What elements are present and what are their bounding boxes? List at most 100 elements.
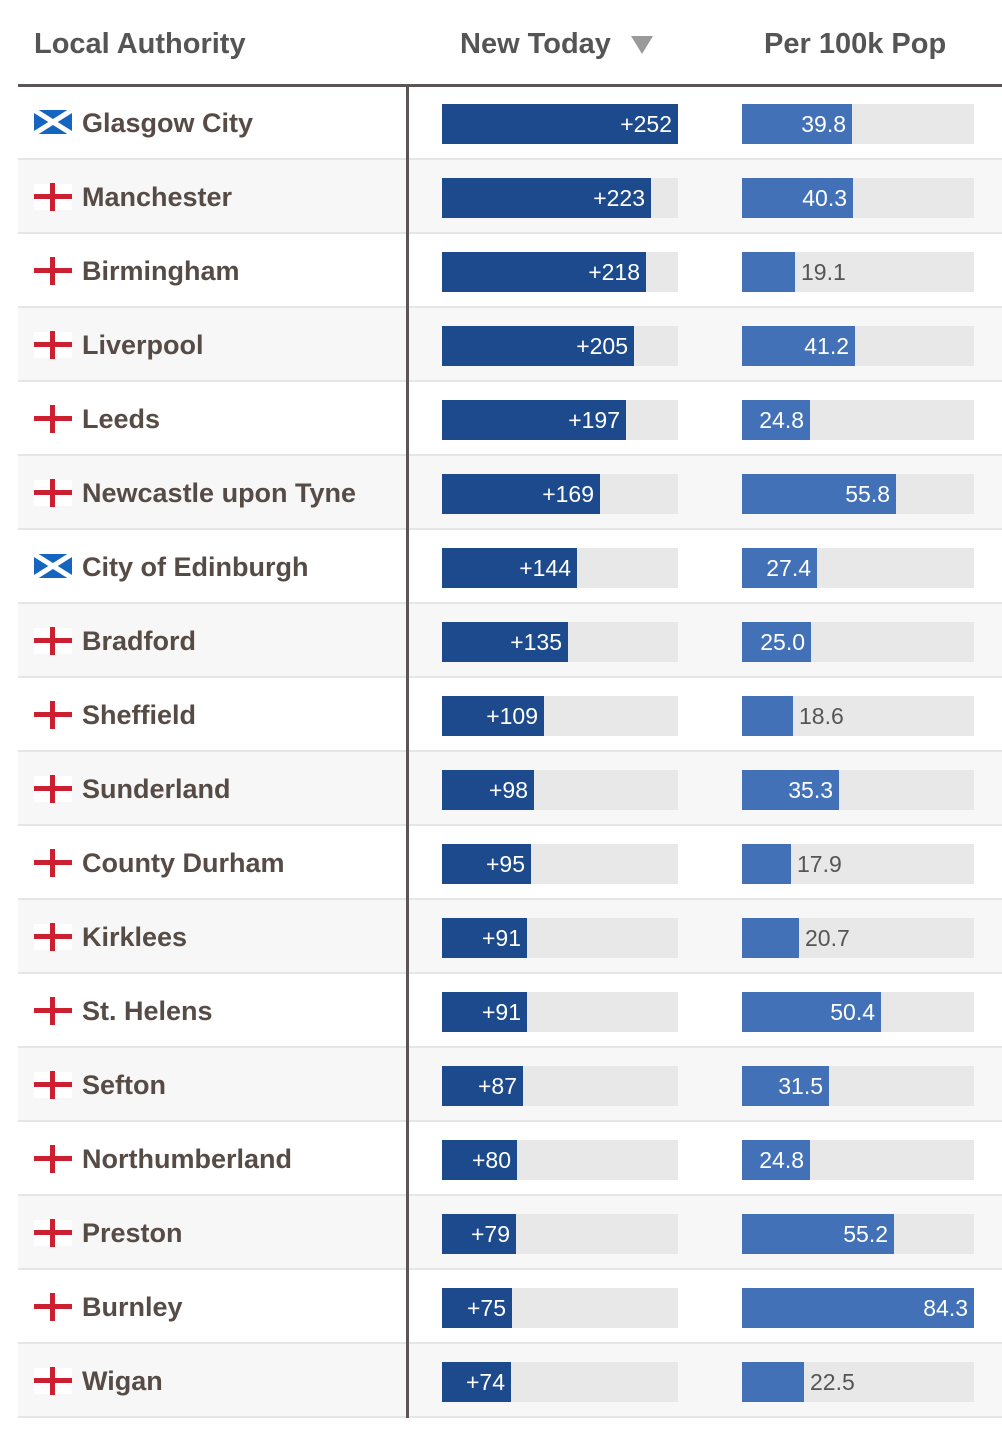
per-100k-value: 24.8 xyxy=(759,1147,804,1173)
table-row: Liverpool +205 41.2 xyxy=(0,308,1002,382)
authority-name: Glasgow City xyxy=(82,108,254,138)
row-divider xyxy=(18,158,1002,160)
per-100k-value: 39.8 xyxy=(801,111,846,137)
row-divider xyxy=(18,232,1002,234)
row-gutter xyxy=(0,678,18,752)
per-100k-track: 40.3 xyxy=(742,178,974,218)
row-divider xyxy=(18,1416,1002,1418)
per-100k-value: 50.4 xyxy=(830,999,875,1025)
per-100k-track: 50.4 xyxy=(742,992,974,1032)
new-today-track: +218 xyxy=(442,252,678,292)
authority-name: Sunderland xyxy=(82,774,231,804)
column-header-local-authority[interactable]: Local Authority xyxy=(34,28,246,60)
authority-name: Birmingham xyxy=(82,256,240,286)
new-today-value: +75 xyxy=(466,1295,506,1321)
new-today-track: +75 xyxy=(442,1288,678,1328)
table-row: Sefton +87 31.5 xyxy=(0,1048,1002,1122)
row-gutter xyxy=(0,1196,18,1270)
table-row: Kirklees +91 20.7 xyxy=(0,900,1002,974)
row-divider xyxy=(18,1120,1002,1122)
per-100k-bar xyxy=(742,1140,810,1180)
row-divider xyxy=(18,1194,1002,1196)
per-100k-value: 35.3 xyxy=(788,777,833,803)
column-header-new-today[interactable]: New Today xyxy=(460,28,611,60)
new-today-bar xyxy=(442,1288,512,1328)
new-today-track: +91 xyxy=(442,992,678,1032)
new-today-track: +79 xyxy=(442,1214,678,1254)
table-body: Glasgow City +252 39.8 Manchester +223 40.3 Bi… xyxy=(0,86,1002,1418)
sort-descending-icon[interactable] xyxy=(631,36,653,54)
per-100k-value: 18.6 xyxy=(799,703,844,729)
new-today-track: +91 xyxy=(442,918,678,958)
per-100k-value: 17.9 xyxy=(797,851,842,877)
authority-name: Kirklees xyxy=(82,922,188,952)
authority-name: Manchester xyxy=(82,182,233,212)
new-today-value: +169 xyxy=(542,481,594,507)
authority-name: Sefton xyxy=(82,1070,166,1100)
new-today-track: +252 xyxy=(442,104,678,144)
new-today-bar xyxy=(442,1362,511,1402)
new-today-track: +205 xyxy=(442,326,678,366)
new-today-track: +135 xyxy=(442,622,678,662)
per-100k-value: 55.2 xyxy=(843,1221,888,1247)
table-row: Bradford +135 25.0 xyxy=(0,604,1002,678)
authority-name: St. Helens xyxy=(82,996,213,1026)
per-100k-track: 19.1 xyxy=(742,252,974,292)
england-flag-icon xyxy=(34,405,72,433)
new-today-track: +197 xyxy=(442,400,678,440)
table-row: Sheffield +109 18.6 xyxy=(0,678,1002,752)
per-100k-bar xyxy=(742,474,896,514)
england-flag-icon xyxy=(34,479,72,507)
per-100k-track: 84.3 xyxy=(742,1288,974,1328)
per-100k-bar xyxy=(742,178,853,218)
per-100k-track: 41.2 xyxy=(742,326,974,366)
per-100k-value: 55.8 xyxy=(845,481,890,507)
new-today-track: +80 xyxy=(442,1140,678,1180)
new-today-value: +252 xyxy=(620,111,672,137)
per-100k-bar xyxy=(742,696,793,736)
column-divider xyxy=(406,86,409,1418)
row-gutter xyxy=(0,826,18,900)
england-flag-icon xyxy=(34,627,72,655)
new-today-value: +109 xyxy=(486,703,538,729)
new-today-track: +74 xyxy=(442,1362,678,1402)
england-flag-icon xyxy=(34,775,72,803)
scotland-flag-icon xyxy=(32,551,74,581)
row-gutter xyxy=(0,456,18,530)
new-today-bar xyxy=(442,696,544,736)
header-divider xyxy=(18,84,1002,87)
per-100k-track: 25.0 xyxy=(742,622,974,662)
table-row: Glasgow City +252 39.8 xyxy=(0,86,1002,160)
column-header-per-100k[interactable]: Per 100k Pop xyxy=(764,28,947,60)
row-divider xyxy=(18,972,1002,974)
row-gutter xyxy=(0,1122,18,1196)
per-100k-track: 24.8 xyxy=(742,400,974,440)
per-100k-track: 18.6 xyxy=(742,696,974,736)
new-today-bar xyxy=(442,770,534,810)
row-gutter xyxy=(0,86,18,160)
england-flag-icon xyxy=(34,257,72,285)
authority-name: Wigan xyxy=(82,1366,163,1396)
new-today-value: +91 xyxy=(481,925,521,951)
new-today-bar xyxy=(442,622,568,662)
new-today-value: +87 xyxy=(477,1073,517,1099)
england-flag-icon xyxy=(34,701,72,729)
table-header: Local Authority New Today Per 100k Pop xyxy=(0,0,1002,87)
authority-name: Burnley xyxy=(82,1292,183,1322)
new-today-bar xyxy=(442,1214,516,1254)
new-today-bar xyxy=(442,844,531,884)
new-today-value: +223 xyxy=(593,185,645,211)
row-gutter xyxy=(0,1048,18,1122)
per-100k-value: 20.7 xyxy=(805,925,850,951)
new-today-track: +169 xyxy=(442,474,678,514)
per-100k-bar xyxy=(742,548,817,588)
new-today-value: +79 xyxy=(470,1221,510,1247)
table-row: Preston +79 55.2 xyxy=(0,1196,1002,1270)
new-today-value: +74 xyxy=(465,1369,505,1395)
new-today-bar xyxy=(442,400,626,440)
row-gutter xyxy=(0,382,18,456)
per-100k-track: 24.8 xyxy=(742,1140,974,1180)
england-flag-icon xyxy=(34,1145,72,1173)
per-100k-value: 27.4 xyxy=(766,555,811,581)
table-row: Newcastle upon Tyne +169 55.8 xyxy=(0,456,1002,530)
